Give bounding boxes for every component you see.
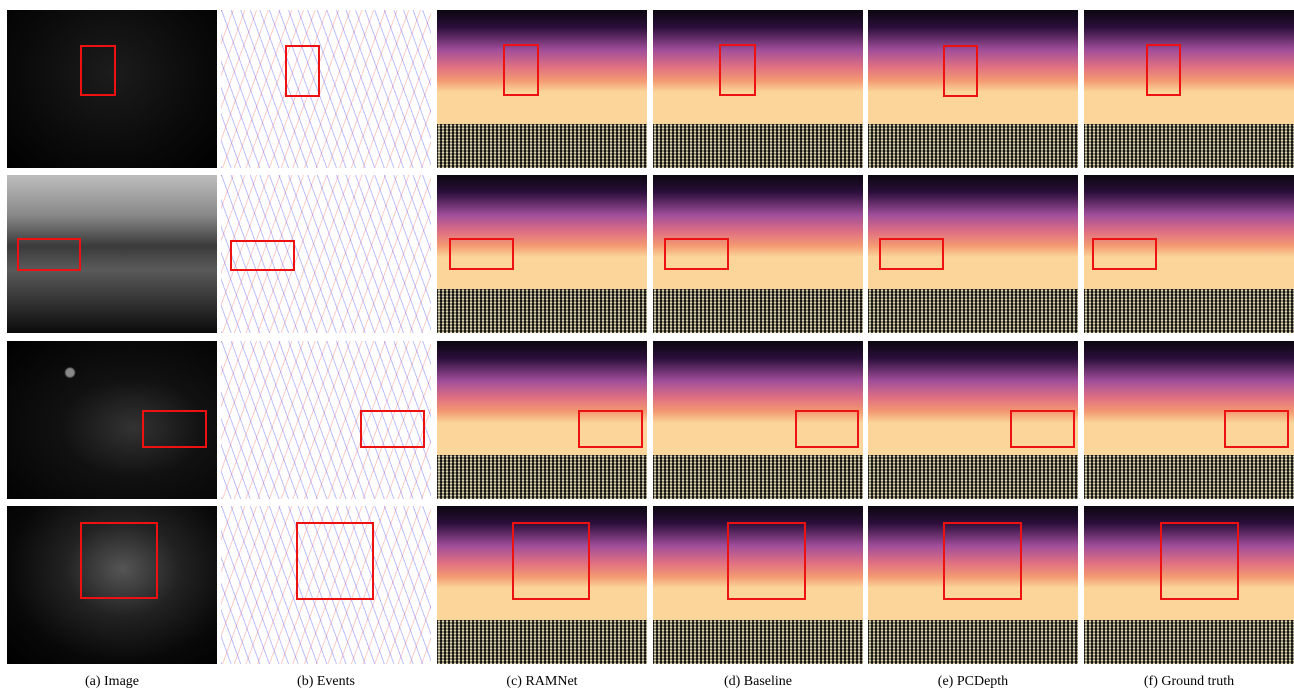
highlight-box (1010, 410, 1075, 448)
highlight-box (943, 45, 978, 97)
depth-panel (1084, 341, 1294, 499)
image-panel (7, 341, 217, 499)
events-panel (221, 341, 431, 499)
depth-panel (437, 10, 647, 168)
depth-panel (1084, 506, 1294, 664)
highlight-box (296, 522, 374, 600)
highlight-box (80, 522, 158, 599)
depth-panel (868, 506, 1078, 664)
caption: (d) Baseline (723, 674, 793, 689)
image-panel (7, 175, 217, 333)
highlight-box (80, 45, 116, 96)
depth-panel (653, 506, 863, 664)
highlight-box (1146, 44, 1181, 96)
depth-panel (653, 175, 863, 333)
caption: (f) Ground truth (1143, 674, 1235, 689)
highlight-box (1092, 238, 1157, 270)
highlight-box (943, 522, 1022, 600)
highlight-box (17, 238, 81, 271)
highlight-box (727, 522, 806, 600)
depth-panel (868, 10, 1078, 168)
highlight-box (512, 522, 590, 600)
depth-panel (868, 175, 1078, 333)
highlight-box (142, 410, 207, 448)
caption: (b) Events (297, 674, 355, 689)
highlight-box (879, 238, 944, 270)
depth-panel (1084, 175, 1294, 333)
depth-panel (653, 10, 863, 168)
events-panel (221, 10, 431, 168)
highlight-box (664, 238, 729, 270)
depth-panel (437, 341, 647, 499)
highlight-box (360, 410, 425, 448)
highlight-box (795, 410, 859, 448)
image-panel (7, 10, 217, 168)
caption: (e) PCDepth (937, 674, 1009, 689)
highlight-box (449, 238, 514, 270)
events-panel (221, 506, 431, 664)
highlight-box (1160, 522, 1239, 600)
depth-panel (1084, 10, 1294, 168)
highlight-box (1224, 410, 1289, 448)
highlight-box (578, 410, 643, 448)
caption: (c) RAMNet (506, 674, 578, 689)
highlight-box (503, 44, 539, 96)
highlight-box (230, 240, 295, 271)
highlight-box (719, 44, 756, 96)
events-panel (221, 175, 431, 333)
highlight-box (285, 45, 320, 97)
image-panel (7, 506, 217, 664)
caption: (a) Image (84, 674, 140, 689)
depth-panel (868, 341, 1078, 499)
depth-panel (653, 341, 863, 499)
depth-panel (437, 506, 647, 664)
